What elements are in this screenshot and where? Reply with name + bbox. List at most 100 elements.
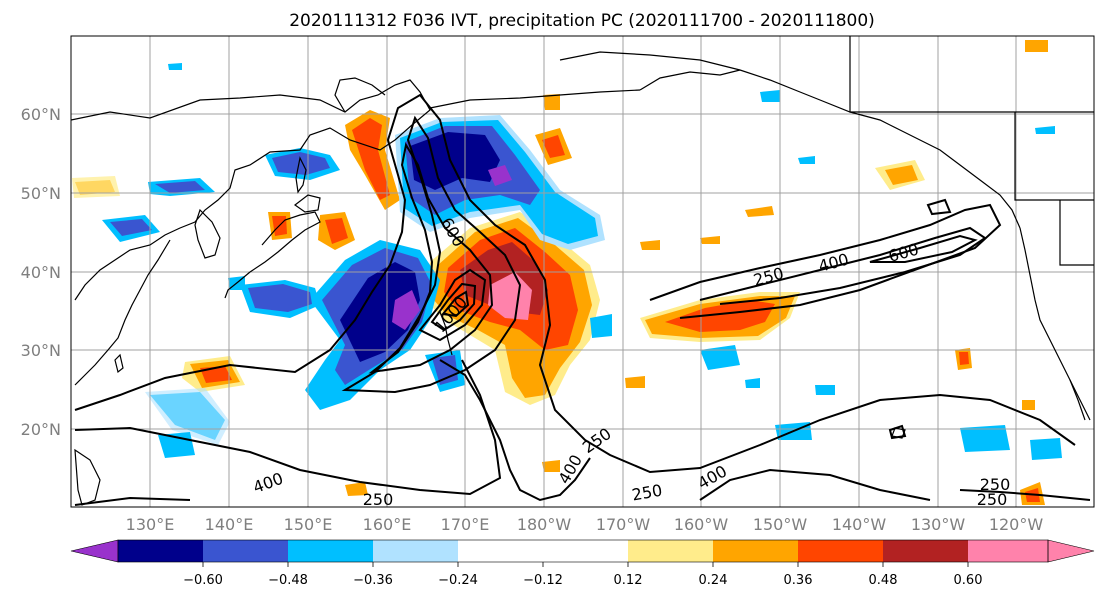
ivt-contour-1000-a bbox=[418, 268, 487, 342]
ivt-contour-400-se bbox=[699, 468, 931, 501]
pos-region-small-3 bbox=[542, 460, 560, 472]
pos-region-small-4 bbox=[345, 482, 368, 496]
lon-label-140w: 140°W bbox=[832, 515, 887, 534]
lon-label-170w: 170°W bbox=[596, 515, 651, 534]
ivt-contour-1000-b bbox=[430, 282, 477, 332]
cbar-label-neg036: −0.36 bbox=[353, 573, 393, 588]
ivt-contour-400-east bbox=[699, 226, 987, 305]
cbar-label-pos024: 0.24 bbox=[699, 573, 728, 588]
ivt-contour-250-far-se bbox=[959, 489, 1091, 501]
cbar-label-neg012: −0.12 bbox=[523, 573, 563, 588]
lon-label-120w: 120°W bbox=[989, 515, 1044, 534]
cbar-label-neg060: −0.60 bbox=[183, 573, 223, 588]
cbar-label-pos060: 0.60 bbox=[954, 573, 983, 588]
neg-region-ne-3 bbox=[798, 156, 815, 164]
lon-label-160w: 160°W bbox=[674, 515, 729, 534]
lon-label-150e: 150°E bbox=[284, 515, 333, 534]
neg-region-north-navy bbox=[410, 132, 500, 190]
neg-region-central-navy bbox=[340, 262, 420, 362]
colorbar: −0.60 −0.48 −0.36 −0.24 −0.12 0.12 0.24 … bbox=[70, 539, 1095, 588]
lat-label-40n: 40°N bbox=[21, 263, 61, 282]
lat-label-30n: 30°N bbox=[21, 341, 61, 360]
lat-label-50n: 50°N bbox=[21, 184, 61, 203]
lon-label-130e: 130°E bbox=[126, 515, 175, 534]
pos-region-small-5 bbox=[1022, 400, 1035, 410]
lat-label-60n: 60°N bbox=[21, 105, 61, 124]
colorbar-seg-5 bbox=[458, 540, 543, 562]
kamchatka-coast bbox=[334, 77, 386, 113]
cbar-label-pos012: 0.12 bbox=[614, 573, 643, 588]
longitude-labels: 130°E 140°E 150°E 160°E 170°E 180°W 170°… bbox=[126, 515, 1044, 534]
ivt-contour-600-east bbox=[869, 234, 978, 263]
lon-label-140e: 140°E bbox=[205, 515, 254, 534]
neg-region-se-cyan bbox=[1030, 438, 1062, 460]
pos-region-small-8 bbox=[700, 236, 720, 244]
lon-label-150w: 150°W bbox=[753, 515, 808, 534]
neg-region-ne-2 bbox=[760, 90, 780, 102]
lon-label-160e: 160°E bbox=[363, 515, 412, 534]
colorbar-extend-right bbox=[1047, 539, 1095, 563]
korea-coast bbox=[194, 208, 221, 259]
lon-label-170e: 170°E bbox=[441, 515, 490, 534]
ivt-label-250-far-se-b: 250 bbox=[977, 490, 1008, 509]
pos-region-alaska-south-orange bbox=[885, 165, 918, 185]
pos-region-asia-north-yellow bbox=[72, 176, 120, 198]
neg-region-mid-east bbox=[590, 314, 612, 338]
figure-title: 2020111312 F036 IVT, precipitation PC (2… bbox=[289, 11, 875, 31]
asia-coast bbox=[71, 79, 431, 301]
colorbar-seg-10 bbox=[883, 540, 968, 562]
colorbar-seg-3 bbox=[288, 540, 373, 562]
na-interior-box-3 bbox=[1059, 200, 1094, 266]
cbar-label-neg024: −0.24 bbox=[438, 573, 478, 588]
ivt-contour-250-east bbox=[649, 203, 1002, 319]
precip-pc-positive-shading bbox=[72, 40, 1048, 505]
hawaii bbox=[891, 427, 906, 439]
ivt-contour-1000-c bbox=[441, 290, 470, 318]
neg-region-central-purple bbox=[392, 290, 420, 330]
ivt-contour-250-south bbox=[74, 359, 502, 496]
ivt-contour-600-main bbox=[368, 142, 494, 374]
coastlines bbox=[71, 36, 1094, 506]
pos-region-bering-red bbox=[542, 135, 565, 158]
baja bbox=[1069, 379, 1086, 421]
map-panel: 250 400 600 1000 250 400 600 250 400 250… bbox=[71, 36, 1094, 509]
ivt-contour-250-ne-ring bbox=[926, 198, 952, 216]
colorbar-seg-7 bbox=[628, 540, 713, 562]
cbar-label-neg048: −0.48 bbox=[268, 573, 308, 588]
neg-region-hawaii-cyan bbox=[960, 425, 1010, 452]
ivt-contour-400-south bbox=[439, 359, 591, 502]
pos-region-kuril-red bbox=[352, 118, 390, 200]
lat-label-20n: 20°N bbox=[21, 420, 61, 439]
neg-region-south-central-blue bbox=[432, 355, 458, 385]
cbar-label-pos048: 0.48 bbox=[869, 573, 898, 588]
pos-region-small-9 bbox=[640, 240, 660, 250]
colorbar-seg-9 bbox=[798, 540, 883, 562]
philippines bbox=[74, 448, 101, 506]
taiwan bbox=[114, 353, 124, 374]
lon-label-180w: 180°W bbox=[517, 515, 572, 534]
neg-region-e-3 bbox=[745, 378, 760, 388]
china-east-coast bbox=[74, 239, 171, 386]
colorbar-seg-11 bbox=[968, 540, 1048, 562]
alaska-north bbox=[639, 69, 741, 91]
pos-region-small-6 bbox=[1025, 40, 1048, 52]
nw-america-coast bbox=[1019, 227, 1091, 421]
colorbar-seg-1 bbox=[118, 540, 203, 562]
neg-region-west-blue bbox=[248, 284, 312, 312]
neg-region-sw-light bbox=[145, 388, 230, 445]
lon-label-130w: 130°W bbox=[911, 515, 966, 534]
ivt-label-250-bottom: 250 bbox=[363, 490, 394, 509]
map-border bbox=[70, 35, 1095, 508]
cbar-label-pos036: 0.36 bbox=[784, 573, 813, 588]
neg-region-north-purple bbox=[488, 165, 512, 186]
ivt-contour-250-main bbox=[74, 93, 1076, 474]
japan-hokkaido bbox=[293, 194, 321, 213]
na-interior-box-2 bbox=[1014, 112, 1094, 201]
pos-region-small-7 bbox=[543, 94, 560, 110]
neg-region-e-2 bbox=[815, 385, 835, 395]
colorbar-seg-4 bbox=[373, 540, 458, 562]
colorbar-ticks bbox=[202, 562, 969, 567]
japan-coast bbox=[224, 211, 321, 299]
neg-region-small-a bbox=[168, 63, 182, 70]
